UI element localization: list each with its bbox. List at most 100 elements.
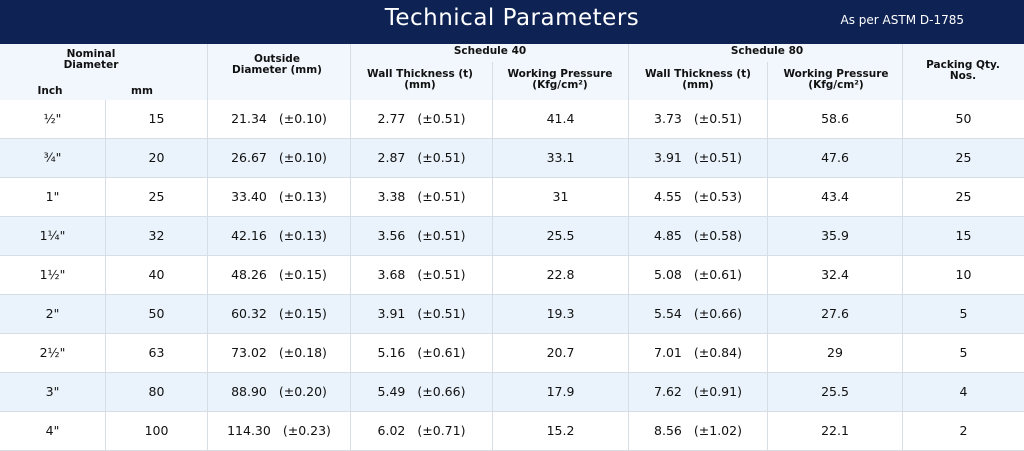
cell-value: 31 (552, 189, 569, 204)
table-cell: 47.6 (767, 139, 902, 177)
cell-value: 1½" (39, 267, 66, 282)
table-cell: 48.26 (±0.15) (207, 256, 350, 294)
table-cell: 32.4 (767, 256, 902, 294)
cell-value: 4 (959, 384, 968, 399)
tolerance: (±0.66) (417, 384, 466, 399)
cell-value: 27.6 (821, 306, 849, 321)
table-cell: 31 (492, 178, 628, 216)
cell-value: 48.26 (231, 267, 267, 282)
tolerance: (±0.10) (278, 111, 327, 126)
table-cell: 7.01 (±0.84) (628, 334, 767, 372)
cell-value: 5 (959, 306, 968, 321)
tolerance: (±1.02) (693, 423, 742, 438)
cell-value: 20 (148, 150, 165, 165)
table-cell: 80 (105, 373, 207, 411)
table-row: 2" 50 60.32 (±0.15) 3.91 (±0.51) 19.3 5.54 (±0.6… (0, 295, 1024, 334)
cell-value: 43.4 (821, 189, 849, 204)
table-row: 3" 80 88.90 (±0.20) 5.49 (±0.66) 17.9 7.62 (±0.9… (0, 373, 1024, 412)
table-cell: 58.6 (767, 100, 902, 138)
table-cell: 2.87 (±0.51) (350, 139, 492, 177)
header-cell: mm (131, 85, 153, 97)
cell-value: 41.4 (546, 111, 575, 126)
table-cell: 29 (767, 334, 902, 372)
cell-value: 2½" (39, 345, 66, 360)
table-cell: 7.62 (±0.91) (628, 373, 767, 411)
header-cell: Nominal Diameter (63, 48, 119, 71)
table-cell: 26.67 (±0.10) (207, 139, 350, 177)
table-cell: 10 (902, 256, 1024, 294)
tolerance: (±0.15) (278, 306, 327, 321)
table-cell: 50 (902, 100, 1024, 138)
cell-value: 4.55 (654, 189, 682, 204)
cell-value: 4.85 (654, 228, 682, 243)
header-cell: Packing Qty. Nos. (926, 59, 1000, 82)
cell-value: 3.73 (654, 111, 682, 126)
tolerance: (±0.71) (417, 423, 466, 438)
tolerance: (±0.51) (417, 111, 466, 126)
table-cell: 3.91 (±0.51) (628, 139, 767, 177)
table-cell: 22.1 (767, 412, 902, 450)
table-cell: 5.08 (±0.61) (628, 256, 767, 294)
cell-value: 22.8 (546, 267, 575, 282)
table-cell: 4.85 (±0.58) (628, 217, 767, 255)
table-cell: 4.55 (±0.53) (628, 178, 767, 216)
cell-value: 3.68 (377, 267, 406, 282)
table-cell: 3.68 (±0.51) (350, 256, 492, 294)
cell-value: 80 (148, 384, 165, 399)
table-cell: 50 (105, 295, 207, 333)
cell-value: 58.6 (821, 111, 849, 126)
table-cell: 40 (105, 256, 207, 294)
table-cell: 1" (0, 178, 105, 216)
table-cell: 35.9 (767, 217, 902, 255)
cell-value: 47.6 (821, 150, 849, 165)
header-cell: Working Pressure (Kfg/cm²) (507, 68, 613, 91)
cell-value: 10 (955, 267, 972, 282)
cell-value: 6.02 (377, 423, 406, 438)
table-cell: 33.1 (492, 139, 628, 177)
cell-value: 25.5 (546, 228, 575, 243)
cell-value: 3.56 (377, 228, 406, 243)
cell-value: 26.67 (231, 150, 267, 165)
cell-value: 1" (45, 189, 60, 204)
cell-value: 22.1 (821, 423, 849, 438)
cell-value: 15 (148, 111, 165, 126)
cell-value: 3" (45, 384, 60, 399)
cell-value: 29 (827, 345, 843, 360)
table-cell: 20 (105, 139, 207, 177)
cell-value: 5.08 (654, 267, 682, 282)
table-cell: 5.54 (±0.66) (628, 295, 767, 333)
tolerance: (±0.51) (417, 228, 466, 243)
table-cell: 25 (902, 178, 1024, 216)
tolerance: (±0.18) (278, 345, 327, 360)
cell-value: 2.77 (377, 111, 406, 126)
table-row: 1" 25 33.40 (±0.13) 3.38 (±0.51) 31 4.55 (±0.53)… (0, 178, 1024, 217)
table-row: 1¼" 32 42.16 (±0.13) 3.56 (±0.51) 25.5 4.85 (±0.… (0, 217, 1024, 256)
tolerance: (±0.53) (693, 189, 742, 204)
cell-value: 8.56 (654, 423, 682, 438)
cell-value: 32 (148, 228, 165, 243)
divider (350, 44, 351, 100)
cell-value: 15 (955, 228, 972, 243)
cell-value: 50 (955, 111, 972, 126)
table-cell: 5 (902, 295, 1024, 333)
tolerance: (±0.23) (282, 423, 331, 438)
tolerance: (±0.10) (278, 150, 327, 165)
table-cell: 25.5 (767, 373, 902, 411)
cell-value: 35.9 (821, 228, 849, 243)
tolerance: (±0.84) (693, 345, 742, 360)
table-cell: ¾" (0, 139, 105, 177)
table-cell: 100 (105, 412, 207, 450)
cell-value: 7.62 (654, 384, 682, 399)
table-cell: 2.77 (±0.51) (350, 100, 492, 138)
table-cell: 20.7 (492, 334, 628, 372)
tolerance: (±0.58) (693, 228, 742, 243)
cell-value: 15.2 (546, 423, 575, 438)
table-row: 1½" 40 48.26 (±0.15) 3.68 (±0.51) 22.8 5.08 (±0.… (0, 256, 1024, 295)
divider (628, 44, 629, 100)
cell-value: 32.4 (821, 267, 849, 282)
cell-value: 1¼" (39, 228, 66, 243)
header-cell: Wall Thickness (t) (mm) (645, 68, 751, 91)
table-cell: 3.38 (±0.51) (350, 178, 492, 216)
table-cell: 2½" (0, 334, 105, 372)
table-cell: 42.16 (±0.13) (207, 217, 350, 255)
